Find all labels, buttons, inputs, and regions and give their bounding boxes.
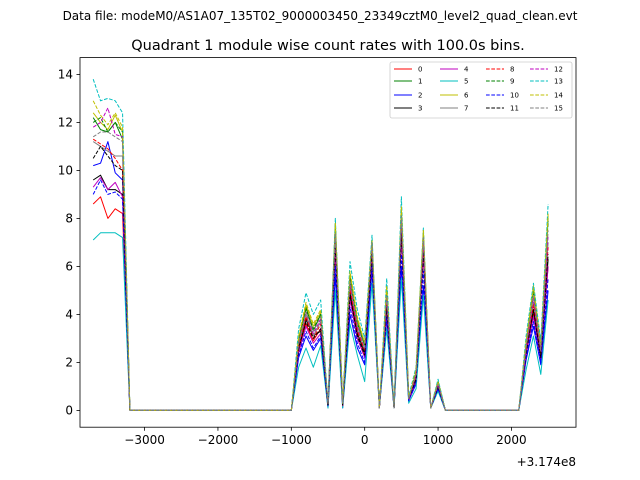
y-tick-label: 2: [65, 356, 73, 370]
series-line-12: [92, 107, 549, 411]
legend-label-2: 2: [418, 92, 422, 100]
x-tick-label: 2000: [496, 433, 527, 447]
legend-label-7: 7: [464, 105, 468, 113]
x-tick-label: 1000: [423, 433, 454, 447]
series-line-9: [92, 117, 549, 411]
legend-label-5: 5: [464, 78, 468, 86]
chart-title: Quadrant 1 module wise count rates with …: [131, 38, 525, 54]
series-line-6: [92, 112, 549, 411]
legend-label-9: 9: [510, 78, 514, 86]
series-line-8: [92, 138, 549, 411]
series-line-13: [92, 79, 549, 411]
y-tick-label: 12: [58, 116, 73, 130]
series-line-15: [92, 131, 549, 411]
legend-label-3: 3: [418, 105, 422, 113]
series-line-2: [93, 141, 549, 411]
legend-label-10: 10: [510, 92, 519, 100]
series-line-14: [92, 100, 549, 411]
y-tick-label: 4: [65, 308, 73, 322]
series-line-3: [92, 174, 549, 411]
legend-label-4: 4: [464, 66, 469, 74]
x-tick-label: −1000: [271, 433, 312, 447]
x-axis: −3000 −2000 −1000 0 1000 2000: [124, 427, 527, 447]
suptitle: Data file: modeM0/AS1A07_135T02_90000034…: [63, 9, 578, 23]
series-line-7: [92, 141, 549, 411]
legend-label-6: 6: [464, 92, 469, 100]
legend-label-8: 8: [510, 66, 514, 74]
y-tick-label: 8: [65, 212, 73, 226]
y-tick-label: 6: [65, 260, 73, 274]
series-line-0: [92, 196, 549, 411]
x-tick-label: 0: [361, 433, 369, 447]
y-axis: 0 2 4 6 8 10 12 14: [58, 68, 80, 418]
legend-label-13: 13: [554, 78, 563, 86]
y-tick-label: 14: [58, 68, 73, 82]
legend-label-12: 12: [554, 66, 563, 74]
series-line-4: [92, 177, 549, 411]
legend-label-0: 0: [418, 66, 422, 74]
series-line-10: [92, 179, 549, 411]
series-layer: [92, 79, 549, 411]
legend-label-14: 14: [554, 92, 563, 100]
y-tick-label: 0: [65, 404, 73, 418]
legend-label-1: 1: [418, 78, 422, 86]
series-line-1: [92, 117, 549, 411]
series-line-11: [92, 145, 549, 411]
x-tick-label: −2000: [198, 433, 239, 447]
legend-label-11: 11: [510, 105, 519, 113]
legend-box: [389, 61, 573, 119]
y-tick-label: 10: [58, 164, 73, 178]
plot-area-frame: [79, 57, 577, 428]
legend-label-15: 15: [554, 105, 563, 113]
x-tick-label: −3000: [124, 433, 165, 447]
x-offset-label: +3.174e8: [517, 455, 576, 469]
